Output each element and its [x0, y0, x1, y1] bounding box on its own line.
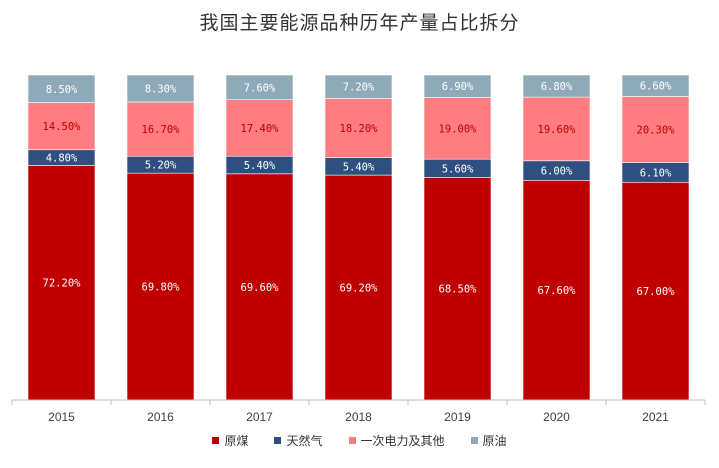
- x-tick-label-2017: 2017: [246, 410, 273, 424]
- data-label-coal-2020: 67.60%: [538, 285, 577, 297]
- data-label-primary-power-2020: 19.60%: [538, 124, 577, 136]
- bar-segment-crude-oil-2021[interactable]: [621, 74, 690, 97]
- data-label-coal-2017: 69.60%: [241, 282, 280, 294]
- data-label-natural-gas-2017: 5.40%: [244, 160, 276, 172]
- chart-title: 我国主要能源品种历年产量占比拆分: [199, 12, 520, 34]
- legend-swatch-crude-oil: [470, 437, 478, 444]
- data-label-primary-power-2016: 16.70%: [142, 124, 181, 136]
- data-label-primary-power-2015: 14.50%: [43, 121, 82, 133]
- data-label-coal-2018: 69.20%: [340, 283, 379, 295]
- data-label-coal-2015: 72.20%: [43, 278, 82, 290]
- data-label-crude-oil-2019: 6.90%: [442, 81, 474, 93]
- bar-segment-coal-2020[interactable]: [522, 180, 591, 401]
- data-label-primary-power-2017: 17.40%: [241, 123, 280, 135]
- data-label-primary-power-2021: 20.30%: [637, 124, 676, 136]
- data-label-natural-gas-2015: 4.80%: [46, 153, 78, 165]
- bar-segment-primary-power-2015[interactable]: [27, 102, 96, 151]
- legend-item-crude-oil[interactable]: 原油: [470, 432, 507, 449]
- bar-segment-primary-power-2018[interactable]: [324, 98, 393, 158]
- legend-item-coal[interactable]: 原煤: [212, 432, 248, 449]
- x-tick-label-2015: 2015: [48, 410, 75, 424]
- bar-segment-crude-oil-2017[interactable]: [225, 74, 294, 101]
- legend-swatch-coal: [212, 437, 220, 444]
- legend-label-primary-power: 一次电力及其他: [360, 434, 445, 448]
- x-tick-label-2021: 2021: [642, 410, 669, 424]
- bar-segment-coal-2019[interactable]: [423, 177, 492, 401]
- bar-segment-crude-oil-2018[interactable]: [324, 74, 393, 99]
- bars-layer: 72.20% 4.80% 14.50% 8.50% 69.80% 5.20% 16.70% 8…: [27, 74, 690, 401]
- data-label-crude-oil-2016: 8.30%: [145, 83, 177, 95]
- data-label-coal-2021: 67.00%: [637, 286, 676, 298]
- legend-item-primary-power[interactable]: 一次电力及其他: [348, 432, 445, 449]
- data-label-crude-oil-2021: 6.60%: [640, 81, 672, 93]
- x-tick-marks: [11, 400, 706, 405]
- data-label-coal-2016: 69.80%: [142, 282, 181, 294]
- legend-item-natural-gas[interactable]: 天然气: [274, 432, 323, 449]
- x-tick-label-2020: 2020: [543, 410, 570, 424]
- legend: 原煤 天然气 一次电力及其他 原油: [0, 432, 719, 449]
- data-label-natural-gas-2019: 5.60%: [442, 163, 474, 175]
- data-label-crude-oil-2017: 7.60%: [244, 82, 276, 94]
- data-label-natural-gas-2020: 6.00%: [541, 166, 573, 178]
- x-tick-label-2018: 2018: [345, 410, 372, 424]
- data-label-primary-power-2019: 19.00%: [439, 123, 478, 135]
- data-label-crude-oil-2018: 7.20%: [343, 82, 375, 94]
- bar-segment-primary-power-2020[interactable]: [522, 96, 591, 162]
- legend-label-coal: 原煤: [224, 434, 249, 448]
- data-label-primary-power-2018: 18.20%: [340, 123, 379, 135]
- legend-swatch-primary-power: [348, 437, 356, 444]
- bar-segment-primary-power-2019[interactable]: [423, 97, 492, 160]
- bar-segment-crude-oil-2016[interactable]: [126, 74, 195, 103]
- bar-segment-crude-oil-2020[interactable]: [522, 74, 591, 98]
- legend-label-crude-oil: 原油: [482, 434, 507, 448]
- data-label-coal-2019: 68.50%: [439, 284, 478, 296]
- data-label-natural-gas-2021: 6.10%: [640, 167, 672, 179]
- legend-swatch-natural-gas: [274, 437, 282, 444]
- legend-label-natural-gas: 天然气: [286, 434, 323, 448]
- data-label-crude-oil-2015: 8.50%: [46, 84, 78, 96]
- x-tick-label-2016: 2016: [147, 410, 174, 424]
- bar-segment-crude-oil-2019[interactable]: [423, 74, 492, 98]
- data-label-natural-gas-2016: 5.20%: [145, 160, 177, 172]
- bar-segment-coal-2015[interactable]: [27, 165, 96, 401]
- bar-segment-crude-oil-2015[interactable]: [27, 74, 96, 103]
- x-tick-label-2019: 2019: [444, 410, 471, 424]
- bar-segment-primary-power-2021[interactable]: [621, 96, 690, 163]
- data-label-crude-oil-2020: 6.80%: [541, 81, 573, 93]
- data-label-natural-gas-2018: 5.40%: [343, 161, 375, 173]
- x-tick-labels: 2015 2016 2017 2018 2019 2020 2021: [48, 410, 669, 424]
- bar-segment-coal-2018[interactable]: [324, 174, 393, 401]
- bar-segment-coal-2021[interactable]: [621, 181, 690, 401]
